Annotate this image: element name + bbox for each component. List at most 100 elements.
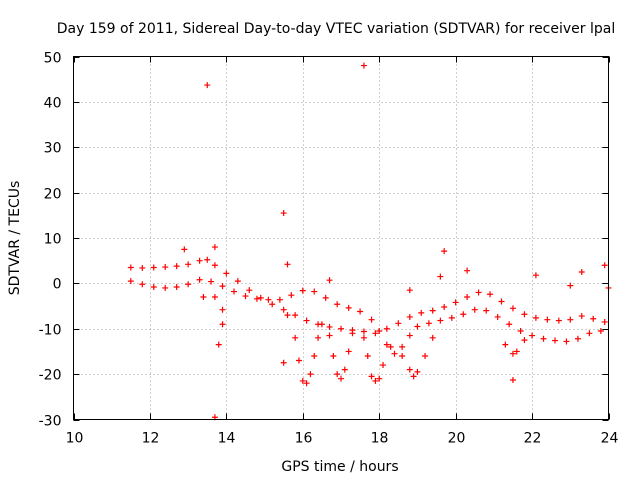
data-point xyxy=(303,380,310,387)
data-point xyxy=(242,293,249,300)
data-point xyxy=(506,321,513,328)
y-tick-label: 10 xyxy=(44,232,62,248)
data-point xyxy=(292,312,299,319)
data-point xyxy=(437,317,444,324)
data-point xyxy=(307,371,314,378)
data-point xyxy=(162,284,169,291)
data-point xyxy=(265,296,272,303)
data-point xyxy=(284,261,291,268)
y-tick-label: 0 xyxy=(53,277,62,293)
data-point xyxy=(563,338,570,345)
data-point xyxy=(597,328,604,335)
data-point xyxy=(601,318,608,325)
data-point xyxy=(303,317,310,324)
data-point xyxy=(395,320,402,327)
data-point xyxy=(173,284,180,291)
data-point xyxy=(334,371,341,378)
data-point xyxy=(276,296,283,303)
data-point xyxy=(311,288,318,295)
data-point xyxy=(299,287,306,294)
data-point xyxy=(211,262,218,269)
data-point xyxy=(208,278,215,285)
x-tick-label: 20 xyxy=(448,431,466,447)
data-point xyxy=(555,317,562,324)
data-point xyxy=(338,325,344,332)
data-point xyxy=(532,314,539,321)
data-point xyxy=(139,281,146,288)
data-point xyxy=(288,292,295,299)
data-point xyxy=(196,257,203,264)
data-point xyxy=(231,288,237,295)
data-point xyxy=(368,316,375,323)
data-point xyxy=(211,244,218,251)
x-axis-label: GPS time / hours xyxy=(281,459,398,475)
data-point xyxy=(345,348,352,355)
data-point xyxy=(529,332,536,339)
data-point xyxy=(380,362,387,369)
data-point xyxy=(299,377,306,384)
data-point xyxy=(330,352,337,359)
y-tick-label: 50 xyxy=(44,51,62,67)
data-point xyxy=(376,375,383,382)
data-point xyxy=(364,352,371,359)
data-point xyxy=(464,293,471,300)
data-point xyxy=(345,304,352,311)
data-point xyxy=(150,284,157,291)
data-point xyxy=(502,341,509,348)
data-point xyxy=(532,272,539,279)
y-tick-label: 20 xyxy=(44,187,62,203)
data-point xyxy=(399,352,406,359)
data-point xyxy=(578,313,585,320)
data-point xyxy=(509,350,516,357)
data-point xyxy=(567,316,574,323)
data-point xyxy=(376,328,383,335)
data-point xyxy=(410,373,417,380)
data-point xyxy=(601,262,608,269)
y-tick-label: 40 xyxy=(44,96,62,112)
data-point xyxy=(223,270,230,277)
data-point xyxy=(441,248,448,255)
data-point xyxy=(418,309,425,316)
data-point xyxy=(257,294,264,301)
series-outliers xyxy=(181,62,612,421)
data-point xyxy=(552,337,558,344)
data-point xyxy=(292,334,299,341)
data-point xyxy=(406,332,413,339)
data-point xyxy=(315,334,322,341)
series-upper-band xyxy=(127,256,608,337)
data-point xyxy=(383,341,390,348)
data-point xyxy=(219,283,226,290)
data-point xyxy=(464,267,471,274)
data-point xyxy=(334,301,341,308)
data-point xyxy=(406,287,413,294)
data-point xyxy=(246,287,253,294)
data-point xyxy=(483,307,490,314)
data-point xyxy=(211,293,218,300)
data-point xyxy=(181,246,188,253)
data-point xyxy=(338,375,344,382)
data-point xyxy=(280,306,287,313)
x-tick-label: 22 xyxy=(524,431,542,447)
data-point xyxy=(368,373,375,380)
data-point xyxy=(280,210,287,217)
data-point xyxy=(360,328,367,335)
y-tick-label: -20 xyxy=(39,368,62,384)
data-point xyxy=(414,368,421,375)
data-point xyxy=(284,312,291,319)
y-tick-label: 30 xyxy=(44,141,62,157)
data-point xyxy=(204,82,211,89)
data-point xyxy=(399,343,406,350)
data-point xyxy=(513,348,520,355)
data-point xyxy=(139,264,146,271)
data-point xyxy=(448,314,455,321)
data-point xyxy=(425,320,432,327)
data-point xyxy=(391,350,398,357)
data-point xyxy=(326,323,333,330)
data-point xyxy=(590,315,597,322)
data-point xyxy=(349,330,356,337)
x-tick-label: 10 xyxy=(66,431,84,447)
data-point xyxy=(517,328,524,335)
data-point xyxy=(162,264,169,271)
x-tick-label: 16 xyxy=(295,431,313,447)
